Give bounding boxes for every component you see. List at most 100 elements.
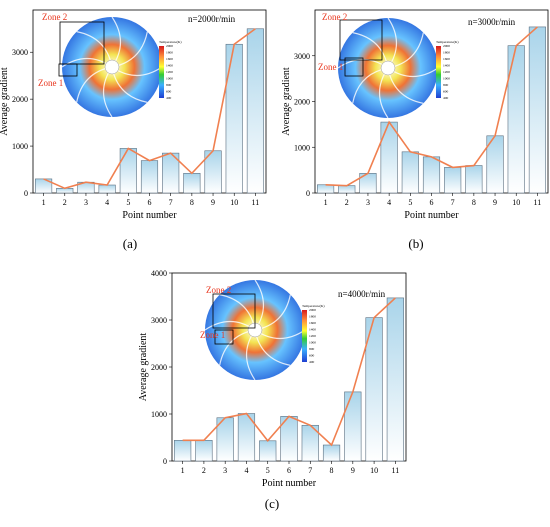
bar-point-6 — [140, 160, 159, 194]
x-axis-label: Point number — [262, 478, 317, 489]
x-tick-label: 1 — [181, 466, 185, 475]
x-tick-label: 5 — [126, 198, 130, 207]
zone-2-box — [339, 19, 383, 61]
x-tick-label: 11 — [534, 198, 542, 207]
y-tick-label: 0 — [24, 189, 28, 198]
x-tick-label: 10 — [370, 466, 378, 475]
zone-1-box — [58, 63, 78, 77]
bar-point-4 — [98, 184, 116, 194]
colorbar-tick-label: 1200 — [309, 334, 316, 338]
colorbar-tick-label: 1000 — [309, 341, 316, 345]
bar-point-5 — [259, 440, 277, 462]
bar-point-10 — [225, 43, 243, 194]
bar-point-7 — [444, 167, 462, 194]
colorbar-tick-label: 1400 — [166, 64, 173, 68]
x-tick-label: 8 — [330, 466, 334, 475]
zone-1-box — [344, 57, 364, 77]
colorbar-tick-label: 1600 — [443, 57, 450, 61]
zone-1-box — [214, 329, 234, 345]
trend-line — [182, 297, 396, 447]
bar-point-8 — [465, 165, 483, 194]
zone-1-label: Zone 1 — [38, 78, 63, 88]
zone-1-label: Zone 1 — [318, 62, 343, 72]
colorbar-tick-label: 400 — [443, 96, 449, 100]
colorbar-title: Temperature(K) — [159, 40, 182, 44]
colorbar — [302, 310, 307, 362]
colorbar — [436, 46, 441, 98]
temperature-contour-inset: Zone 2 Zone 1 Temperature(K)2000 1800 1600 14… — [38, 12, 182, 118]
x-axis-label: Point number — [122, 210, 177, 221]
zone-1-label: Zone 1 — [200, 330, 225, 340]
colorbar-tick-label: 600 — [166, 90, 172, 94]
colorbar-tick-label: 1800 — [443, 51, 450, 55]
colorbar-tick-label: 1800 — [309, 315, 316, 319]
zone-2-label: Zone 2 — [322, 12, 347, 22]
y-tick-label: 0 — [306, 189, 310, 198]
y-axis-label: Average gradient — [0, 67, 10, 136]
colorbar — [159, 46, 164, 98]
x-tick-label: 6 — [148, 198, 152, 207]
colorbar-tick-label: 400 — [309, 360, 315, 364]
x-tick-label: 8 — [190, 198, 194, 207]
bar-point-5 — [119, 148, 137, 194]
x-tick-label: 3 — [366, 198, 370, 207]
bar-point-2 — [195, 440, 213, 462]
temperature-contour-inset: Zone 2 Zone 1 Temperature(K)2000 1800 1600 14… — [200, 279, 325, 381]
colorbar-tick-label: 1200 — [166, 70, 173, 74]
trend-line — [325, 26, 538, 187]
bar-point-11 — [386, 297, 404, 462]
x-tick-label: 3 — [223, 466, 227, 475]
y-tick-label: 2000 — [151, 363, 167, 372]
temperature-contour-inset: Zone 2 Zone 1 Temperature(K)2000 1800 1600 14… — [318, 12, 459, 119]
y-axis-label: Average gradient — [281, 67, 292, 136]
x-tick-label: 4 — [387, 198, 391, 207]
colorbar-tick-label: 1000 — [166, 77, 173, 81]
y-tick-label: 3000 — [294, 52, 310, 61]
y-tick-label: 1000 — [294, 143, 310, 152]
x-tick-label: 7 — [169, 198, 173, 207]
colorbar-tick-label: 2000 — [309, 308, 316, 312]
x-tick-label: 9 — [211, 198, 215, 207]
y-tick-label: 4000 — [151, 269, 167, 278]
bar-point-4 — [380, 121, 398, 194]
colorbar-tick-label: 2000 — [443, 44, 450, 48]
x-tick-label: 5 — [408, 198, 412, 207]
bar-point-8 — [183, 172, 201, 194]
colorbar-title: Temperature(K) — [302, 304, 325, 308]
colorbar-tick-label: 1000 — [443, 77, 450, 81]
bar-point-1 — [317, 184, 335, 194]
colorbar-tick-label: 1400 — [309, 328, 316, 332]
y-tick-label: 1000 — [12, 142, 28, 151]
x-tick-label: 11 — [392, 466, 400, 475]
y-tick-label: 3000 — [12, 48, 28, 57]
bar-point-11 — [528, 26, 546, 194]
colorbar-tick-label: 2000 — [166, 44, 173, 48]
x-tick-label: 6 — [430, 198, 434, 207]
y-tick-label: 2000 — [12, 95, 28, 104]
colorbar-tick-label: 1600 — [166, 57, 173, 61]
colorbar-tick-label: 1400 — [443, 64, 450, 68]
bar-point-5 — [401, 151, 419, 194]
zone-2-label: Zone 2 — [42, 12, 67, 22]
y-tick-label: 2000 — [294, 98, 310, 107]
zone-2-box — [59, 21, 105, 65]
x-tick-label: 4 — [105, 198, 109, 207]
caption-b: (b) — [408, 236, 424, 251]
speed-annotation: n=2000r/min — [188, 14, 236, 24]
colorbar-tick-label: 800 — [443, 83, 449, 87]
y-tick-label: 0 — [163, 457, 167, 466]
colorbar-tick-label: 1200 — [443, 70, 450, 74]
bar-point-6 — [422, 156, 441, 194]
zone-2-box — [212, 293, 256, 329]
x-tick-label: 2 — [202, 466, 206, 475]
colorbar-tick-label: 400 — [166, 96, 172, 100]
colorbar-tick-label: 600 — [443, 90, 449, 94]
bar-point-2 — [338, 185, 356, 194]
x-tick-label: 9 — [493, 198, 497, 207]
speed-annotation: n=4000r/min — [338, 289, 386, 299]
y-axis-label: Average gradient — [138, 333, 149, 402]
bar-point-11 — [246, 28, 264, 194]
colorbar-tick-label: 1600 — [309, 321, 316, 325]
